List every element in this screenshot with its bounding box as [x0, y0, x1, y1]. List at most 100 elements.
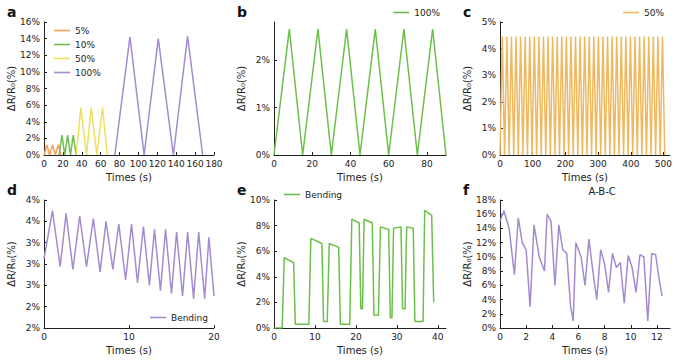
svg-text:2%: 2%	[256, 297, 271, 307]
svg-text:d: d	[7, 182, 17, 198]
svg-text:a: a	[7, 4, 16, 20]
svg-text:4%: 4%	[26, 195, 41, 205]
svg-text:0%: 0%	[256, 323, 271, 333]
svg-text:40: 40	[432, 332, 444, 342]
svg-text:0: 0	[497, 332, 503, 342]
svg-text:50%: 50%	[75, 54, 95, 64]
svg-text:f: f	[463, 182, 470, 198]
svg-text:3%: 3%	[26, 238, 41, 248]
svg-text:Bending: Bending	[171, 313, 208, 323]
svg-text:100%: 100%	[75, 68, 101, 78]
svg-text:14%: 14%	[20, 34, 40, 44]
svg-text:0: 0	[41, 332, 47, 342]
svg-text:16%: 16%	[476, 209, 496, 219]
svg-text:4%: 4%	[482, 44, 497, 54]
svg-text:6%: 6%	[482, 280, 497, 290]
svg-text:2%: 2%	[26, 133, 41, 143]
svg-text:20: 20	[57, 159, 69, 169]
svg-text:10%: 10%	[75, 40, 95, 50]
svg-text:100: 100	[130, 159, 147, 169]
svg-text:60: 60	[383, 159, 395, 169]
svg-text:10: 10	[625, 332, 637, 342]
svg-text:A-B-C: A-B-C	[588, 186, 615, 197]
svg-text:Times (s): Times (s)	[105, 345, 152, 356]
svg-text:Times (s): Times (s)	[105, 172, 152, 183]
svg-text:80: 80	[114, 159, 126, 169]
svg-text:20: 20	[208, 332, 220, 342]
svg-text:c: c	[463, 4, 471, 20]
svg-text:3%: 3%	[26, 259, 41, 269]
svg-text:ΔR/R₀(%): ΔR/R₀(%)	[6, 66, 17, 112]
svg-text:Times (s): Times (s)	[336, 172, 383, 183]
svg-text:5%: 5%	[482, 17, 497, 27]
svg-text:2: 2	[523, 332, 529, 342]
svg-text:14%: 14%	[476, 223, 496, 233]
svg-text:160: 160	[187, 159, 204, 169]
svg-text:ΔR/R₀(%): ΔR/R₀(%)	[236, 66, 247, 112]
svg-text:4%: 4%	[26, 117, 41, 127]
svg-text:ΔR/R₀(%): ΔR/R₀(%)	[462, 241, 473, 287]
svg-text:12: 12	[651, 332, 662, 342]
svg-text:4%: 4%	[26, 216, 41, 226]
svg-text:ΔR/R₀(%): ΔR/R₀(%)	[462, 66, 473, 112]
svg-text:0%: 0%	[482, 150, 497, 160]
svg-text:120: 120	[149, 159, 166, 169]
svg-text:2%: 2%	[26, 302, 41, 312]
svg-text:20: 20	[350, 332, 362, 342]
svg-text:8%: 8%	[482, 266, 497, 276]
svg-text:8%: 8%	[26, 84, 41, 94]
svg-text:16%: 16%	[20, 17, 40, 27]
svg-text:50%: 50%	[644, 8, 664, 18]
svg-text:0: 0	[41, 159, 47, 169]
svg-text:Times (s): Times (s)	[561, 345, 608, 356]
svg-text:400: 400	[622, 159, 639, 169]
svg-text:30: 30	[391, 332, 403, 342]
svg-text:0: 0	[497, 159, 503, 169]
svg-text:2%: 2%	[26, 323, 41, 333]
svg-text:10: 10	[123, 332, 135, 342]
svg-text:5%: 5%	[75, 26, 90, 36]
svg-text:1%: 1%	[482, 123, 497, 133]
svg-text:100%: 100%	[414, 8, 440, 18]
svg-text:8%: 8%	[256, 221, 271, 231]
svg-text:b: b	[237, 4, 247, 20]
svg-text:3%: 3%	[482, 70, 497, 80]
svg-text:60: 60	[95, 159, 107, 169]
svg-text:1%: 1%	[256, 103, 271, 113]
svg-text:20: 20	[306, 159, 318, 169]
svg-text:4%: 4%	[256, 272, 271, 282]
svg-text:10%: 10%	[476, 252, 496, 262]
svg-text:10: 10	[309, 332, 321, 342]
svg-text:10%: 10%	[20, 67, 40, 77]
svg-text:0%: 0%	[256, 150, 271, 160]
svg-text:10%: 10%	[250, 195, 270, 205]
svg-text:140: 140	[168, 159, 185, 169]
svg-text:80: 80	[421, 159, 433, 169]
svg-text:4%: 4%	[482, 295, 497, 305]
svg-text:2%: 2%	[256, 55, 271, 65]
svg-text:300: 300	[589, 159, 606, 169]
svg-text:18%: 18%	[476, 195, 496, 205]
svg-text:8: 8	[602, 332, 608, 342]
svg-text:12%: 12%	[476, 238, 496, 248]
svg-text:500: 500	[655, 159, 672, 169]
svg-text:12%: 12%	[20, 50, 40, 60]
svg-text:100: 100	[524, 159, 541, 169]
svg-text:Times (s): Times (s)	[336, 345, 383, 356]
svg-text:0%: 0%	[482, 323, 497, 333]
svg-text:4: 4	[549, 332, 555, 342]
svg-text:Bending: Bending	[305, 190, 342, 200]
svg-text:40: 40	[345, 159, 357, 169]
svg-text:6: 6	[576, 332, 582, 342]
svg-text:200: 200	[557, 159, 574, 169]
svg-text:0%: 0%	[26, 150, 41, 160]
svg-text:0: 0	[271, 159, 277, 169]
svg-text:6%: 6%	[26, 100, 41, 110]
svg-text:6%: 6%	[256, 246, 271, 256]
svg-text:40: 40	[76, 159, 88, 169]
svg-text:180: 180	[205, 159, 222, 169]
svg-text:ΔR/R₀(%): ΔR/R₀(%)	[236, 241, 247, 287]
svg-text:3%: 3%	[26, 280, 41, 290]
svg-text:2%: 2%	[482, 309, 497, 319]
svg-text:e: e	[237, 182, 247, 198]
